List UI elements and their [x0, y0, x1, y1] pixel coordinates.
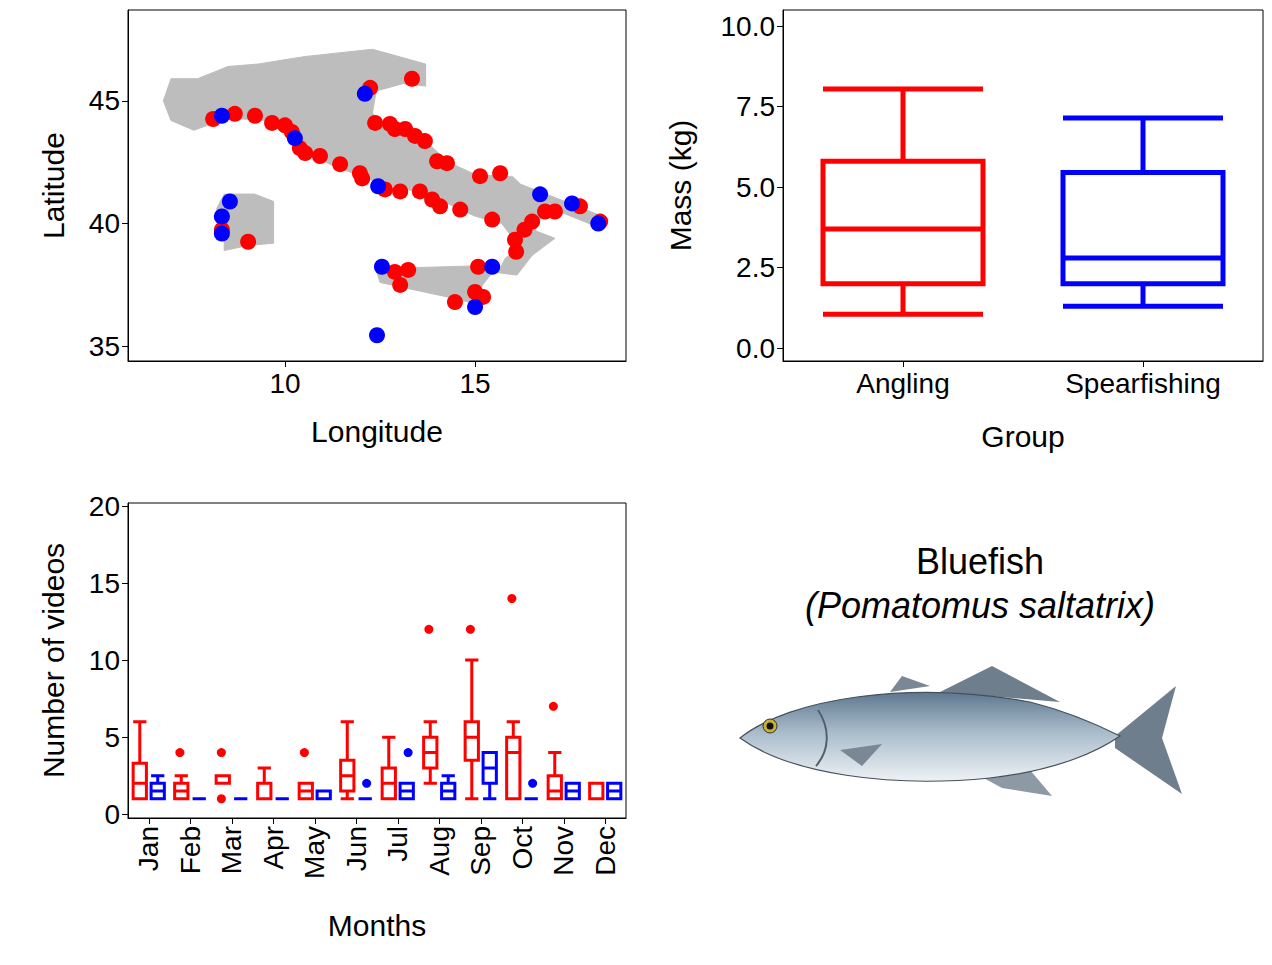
svg-text:10: 10: [89, 645, 120, 676]
svg-text:Aug: Aug: [424, 826, 455, 876]
svg-text:15: 15: [460, 368, 491, 399]
svg-text:45: 45: [89, 85, 120, 116]
svg-text:40: 40: [89, 208, 120, 239]
svg-text:35: 35: [89, 331, 120, 362]
svg-text:10.0: 10.0: [721, 11, 776, 42]
svg-text:Jan: Jan: [133, 826, 164, 871]
svg-text:5.0: 5.0: [736, 172, 775, 203]
svg-text:Nov: Nov: [548, 826, 579, 876]
svg-text:Mar: Mar: [216, 826, 247, 874]
svg-text:10: 10: [269, 368, 300, 399]
svg-text:7.5: 7.5: [736, 91, 775, 122]
svg-text:Sep: Sep: [465, 826, 496, 876]
svg-text:Jul: Jul: [382, 826, 413, 862]
svg-text:0: 0: [104, 799, 120, 830]
svg-text:Latitude: Latitude: [37, 132, 70, 239]
svg-text:Dec: Dec: [590, 826, 621, 876]
html-text:(Pomatomus saltatrix): (Pomatomus saltatrix): [805, 585, 1155, 626]
svg-text:Group: Group: [981, 420, 1064, 453]
svg-text:Apr: Apr: [258, 826, 289, 870]
svg-text:Feb: Feb: [175, 826, 206, 874]
svg-text:Number of videos: Number of videos: [37, 543, 70, 778]
svg-text:May: May: [299, 826, 330, 879]
svg-text:20: 20: [89, 491, 120, 522]
svg-text:2.5: 2.5: [736, 252, 775, 283]
svg-text:Spearfishing: Spearfishing: [1065, 368, 1221, 399]
svg-text:15: 15: [89, 568, 120, 599]
svg-text:5: 5: [104, 722, 120, 753]
svg-text:0.0: 0.0: [736, 333, 775, 364]
svg-text:Longitude: Longitude: [311, 415, 443, 448]
svg-text:Mass (kg): Mass (kg): [664, 120, 697, 252]
svg-text:Jun: Jun: [341, 826, 372, 871]
svg-text:Oct: Oct: [507, 826, 538, 870]
svg-text:Months: Months: [328, 909, 426, 942]
svg-text:Angling: Angling: [856, 368, 949, 399]
html-text:Bluefish: Bluefish: [916, 541, 1044, 582]
